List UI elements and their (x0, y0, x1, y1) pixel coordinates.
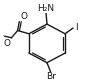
Text: O: O (3, 35, 4, 36)
Text: O: O (20, 12, 27, 21)
Text: I: I (75, 23, 77, 32)
Text: Br: Br (46, 72, 56, 81)
Text: H₂N: H₂N (37, 4, 54, 13)
Text: O: O (4, 39, 11, 48)
